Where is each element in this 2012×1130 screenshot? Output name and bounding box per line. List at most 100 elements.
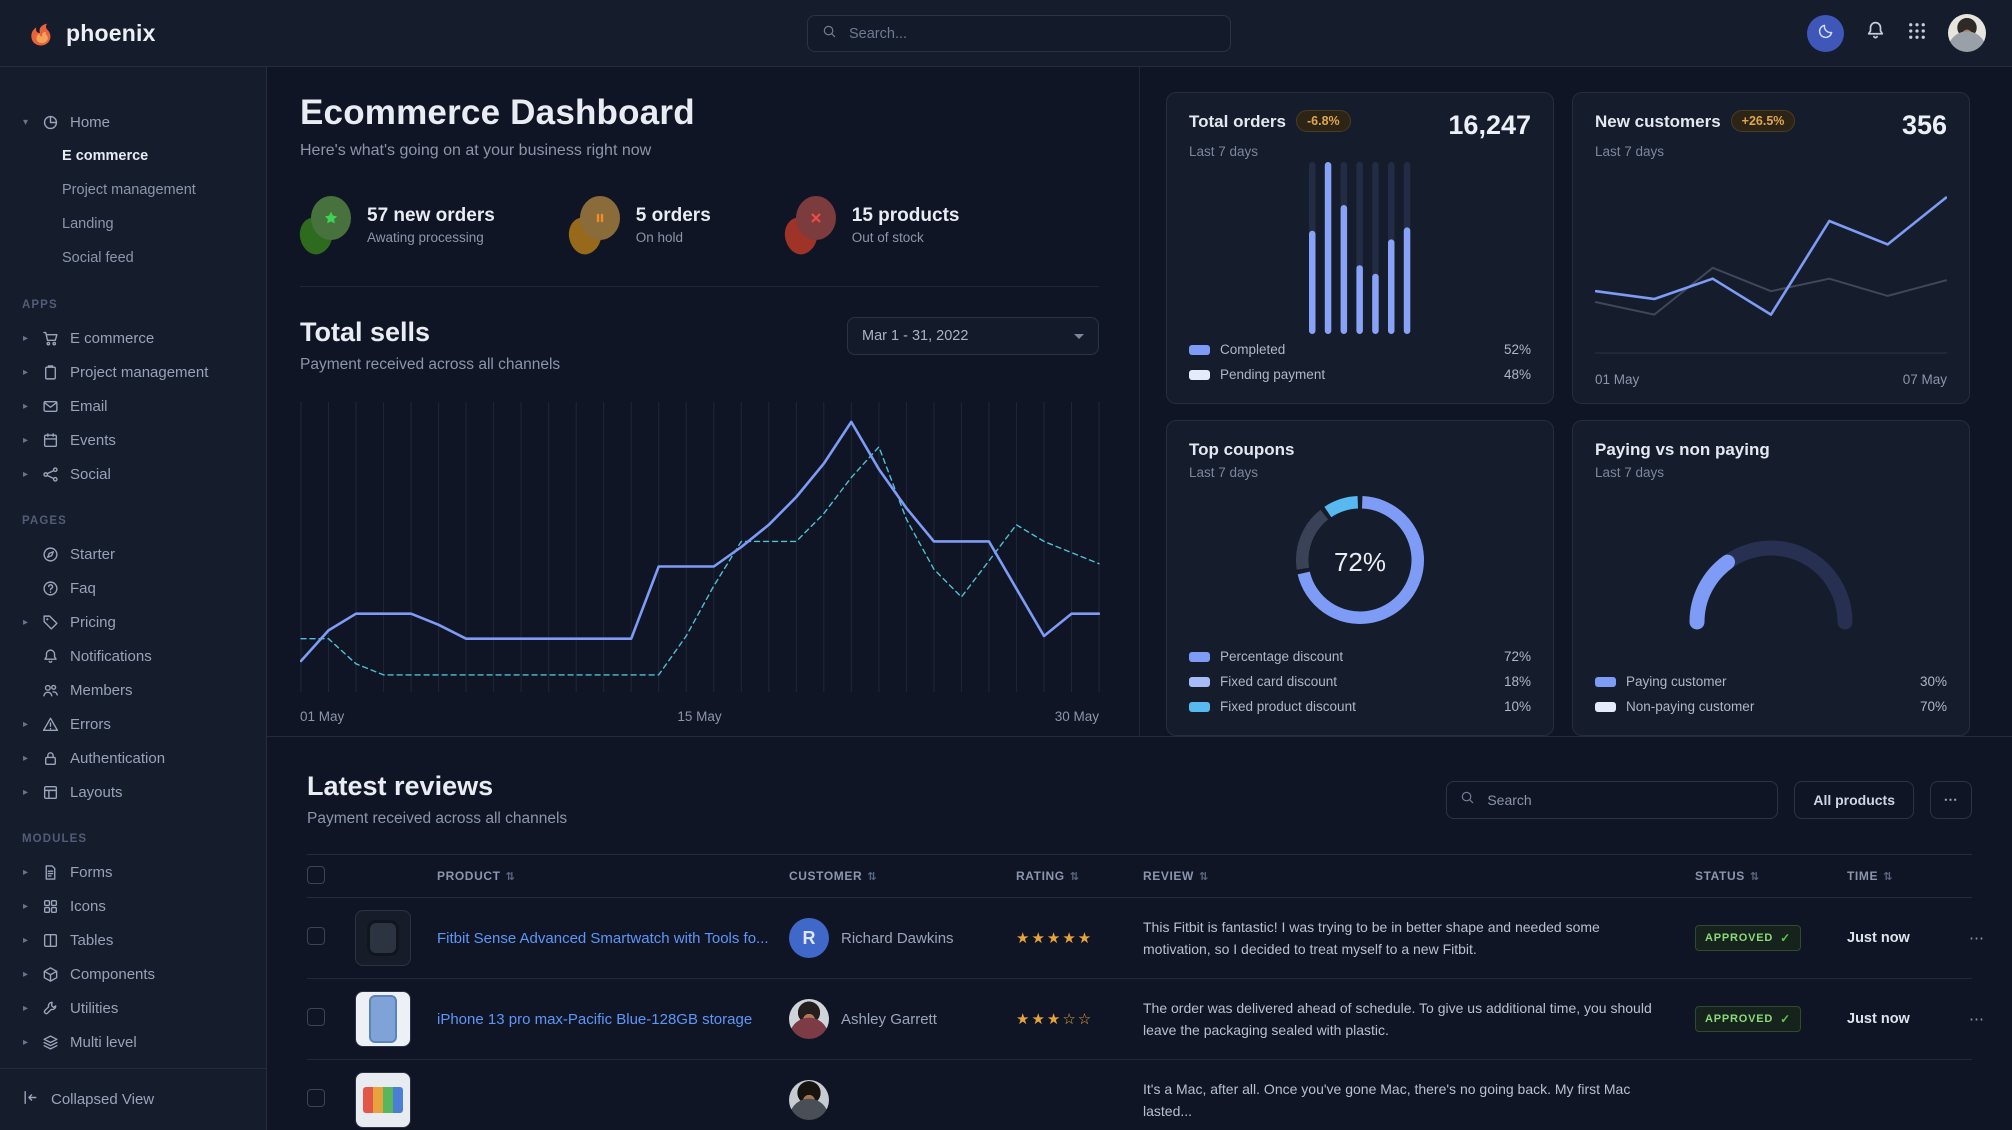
sidebar-item-forms[interactable]: ▸ Forms — [0, 855, 266, 889]
legend-row: Fixed product discount 10% — [1189, 694, 1531, 719]
legend-swatch — [1189, 369, 1210, 380]
date-range-select[interactable]: Mar 1 - 31, 2022 — [847, 317, 1099, 355]
apps-grid-icon — [1907, 21, 1927, 46]
sidebar-item-faq[interactable]: Faq — [0, 571, 266, 605]
table-row: Fitbit Sense Advanced Smartwatch with To… — [307, 898, 1984, 979]
topbar: phoenix — [0, 0, 2012, 67]
x-icon — [795, 196, 836, 240]
global-search-input[interactable] — [847, 24, 1216, 43]
top-coupons-card: Top coupons Last 7 days 72% Percentage d… — [1166, 420, 1554, 736]
sidebar-item-members[interactable]: Members — [0, 673, 266, 707]
sidebar-item-starter[interactable]: Starter — [0, 537, 266, 571]
sidebar-item-tables[interactable]: ▸ Tables — [0, 923, 266, 957]
sidebar-item-e-commerce[interactable]: ▸ E commerce — [0, 321, 266, 355]
page-subtitle: Here's what's going on at your business … — [300, 142, 652, 159]
column-header-time[interactable]: TIME ⇅ — [1847, 869, 1957, 883]
card-value: 356 — [1901, 110, 1947, 140]
column-header-customer[interactable]: CUSTOMER ⇅ — [789, 869, 1004, 883]
product-link[interactable]: Fitbit Sense Advanced Smartwatch with To… — [437, 929, 769, 947]
caret-icon: ▸ — [22, 934, 29, 946]
sidebar-subitem-social-feed[interactable]: Social feed — [62, 250, 134, 266]
legend-value: 30% — [1919, 674, 1947, 689]
row-more-button[interactable]: ⋯ — [1969, 1011, 1985, 1028]
sidebar-subitem-project-management[interactable]: Project management — [62, 182, 196, 198]
row-checkbox[interactable] — [307, 1007, 325, 1026]
trend-badge: +26.5% — [1730, 110, 1796, 132]
sidebar-section: MODULES ▸ Forms ▸ Icons ▸ Tables ▸ Compo… — [0, 833, 266, 1059]
notifications-button[interactable] — [1865, 20, 1886, 46]
product-thumbnail[interactable] — [355, 910, 411, 966]
stat-item: 15 products Out of stock — [785, 196, 960, 254]
phoenix-logo-icon — [31, 23, 51, 46]
column-header-label: PRODUCT — [437, 869, 501, 883]
check-icon: ✓ — [1780, 931, 1791, 945]
caret-icon: ▸ — [22, 332, 29, 344]
sidebar-item-pricing[interactable]: ▸ Pricing — [0, 605, 266, 639]
customer-cell: Ashley Garrett — [789, 999, 1004, 1039]
stat-item: 57 new orders Awating processing — [300, 196, 495, 254]
collapse-view-button[interactable]: Collapsed View — [0, 1068, 266, 1130]
column-header-product[interactable]: PRODUCT ⇅ — [437, 869, 777, 883]
caret-icon: ▸ — [22, 752, 29, 764]
sidebar-item-layouts[interactable]: ▸ Layouts — [0, 775, 266, 809]
caret-icon: ▸ — [22, 718, 29, 730]
total-sells-x-axis: 01 May 15 May 30 May — [300, 709, 1099, 724]
sidebar-section: ▾ Home E commerce Project management Landi… — [0, 105, 266, 275]
stat-value: 15 products — [851, 205, 960, 226]
sidebar-item-authentication[interactable]: ▸ Authentication — [0, 741, 266, 775]
reviews-search[interactable] — [1446, 780, 1779, 819]
brand[interactable]: phoenix — [26, 18, 267, 48]
sidebar-item-errors[interactable]: ▸ Errors — [0, 707, 266, 741]
divider — [300, 286, 1099, 287]
sidebar-item-multi-level[interactable]: ▸ Multi level — [0, 1025, 266, 1059]
pause-icon — [579, 196, 620, 240]
stat-label: On hold — [635, 230, 684, 245]
sidebar-item-email[interactable]: ▸ Email — [0, 389, 266, 423]
customer-name: Ashley Garrett — [841, 1010, 937, 1028]
sidebar-item-social[interactable]: ▸ Social — [0, 457, 266, 491]
sidebar-item-project-management[interactable]: ▸ Project management — [0, 355, 266, 389]
bell-icon — [42, 648, 59, 665]
product-thumbnail[interactable] — [355, 1072, 411, 1128]
row-more-button[interactable]: ⋯ — [1969, 930, 1985, 947]
calendar-icon — [42, 432, 59, 449]
sidebar-subitem-e-commerce[interactable]: E commerce — [62, 148, 149, 164]
total-sells-header: Total sells Payment received across all … — [300, 317, 1099, 374]
legend-row: Paying customer 30% — [1595, 669, 1947, 694]
sidebar-item-label: Pricing — [70, 613, 116, 631]
sidebar-subitem-landing[interactable]: Landing — [62, 216, 114, 232]
sidebar-item-icons[interactable]: ▸ Icons — [0, 889, 266, 923]
column-header-label: REVIEW — [1143, 869, 1194, 883]
sidebar-item-utilities[interactable]: ▸ Utilities — [0, 991, 266, 1025]
sidebar-item-components[interactable]: ▸ Components — [0, 957, 266, 991]
column-header-rating[interactable]: RATING ⇅ — [1016, 869, 1131, 883]
legend-value: 72% — [1503, 649, 1531, 664]
legend-swatch — [1189, 651, 1210, 662]
select-all-checkbox[interactable] — [307, 865, 325, 884]
theme-toggle-button[interactable] — [1807, 14, 1844, 52]
all-products-button[interactable]: All products — [1794, 780, 1914, 819]
product-thumbnail[interactable] — [355, 991, 411, 1047]
sort-icon: ⇅ — [867, 869, 878, 883]
global-search[interactable] — [807, 15, 1231, 52]
x-tick: 15 May — [677, 709, 722, 724]
table-row: iPhone 13 pro max-Pacific Blue-128GB sto… — [307, 979, 1984, 1060]
new-customers-card: New customers +26.5% 356 Last 7 days 01 … — [1572, 92, 1970, 404]
sidebar-item-home[interactable]: ▾ Home — [0, 105, 266, 139]
apps-grid-button[interactable] — [1907, 21, 1927, 46]
layers-icon — [42, 1034, 59, 1051]
sort-icon: ⇅ — [1069, 869, 1080, 883]
column-header-status[interactable]: STATUS ⇅ — [1695, 869, 1835, 883]
more-options-button[interactable]: ⋯ — [1930, 780, 1972, 819]
card-title: New customers — [1595, 112, 1721, 131]
sidebar-item-events[interactable]: ▸ Events — [0, 423, 266, 457]
envelope-icon — [42, 398, 59, 415]
sidebar-item-notifications[interactable]: Notifications — [0, 639, 266, 673]
row-checkbox[interactable] — [307, 926, 325, 945]
column-header-review[interactable]: REVIEW ⇅ — [1143, 869, 1683, 883]
reviews-search-input[interactable] — [1485, 790, 1765, 809]
user-avatar[interactable] — [1948, 14, 1986, 52]
product-link[interactable]: iPhone 13 pro max-Pacific Blue-128GB sto… — [437, 1010, 753, 1028]
review-time: Just now — [1847, 1011, 1910, 1027]
row-checkbox[interactable] — [307, 1088, 325, 1107]
